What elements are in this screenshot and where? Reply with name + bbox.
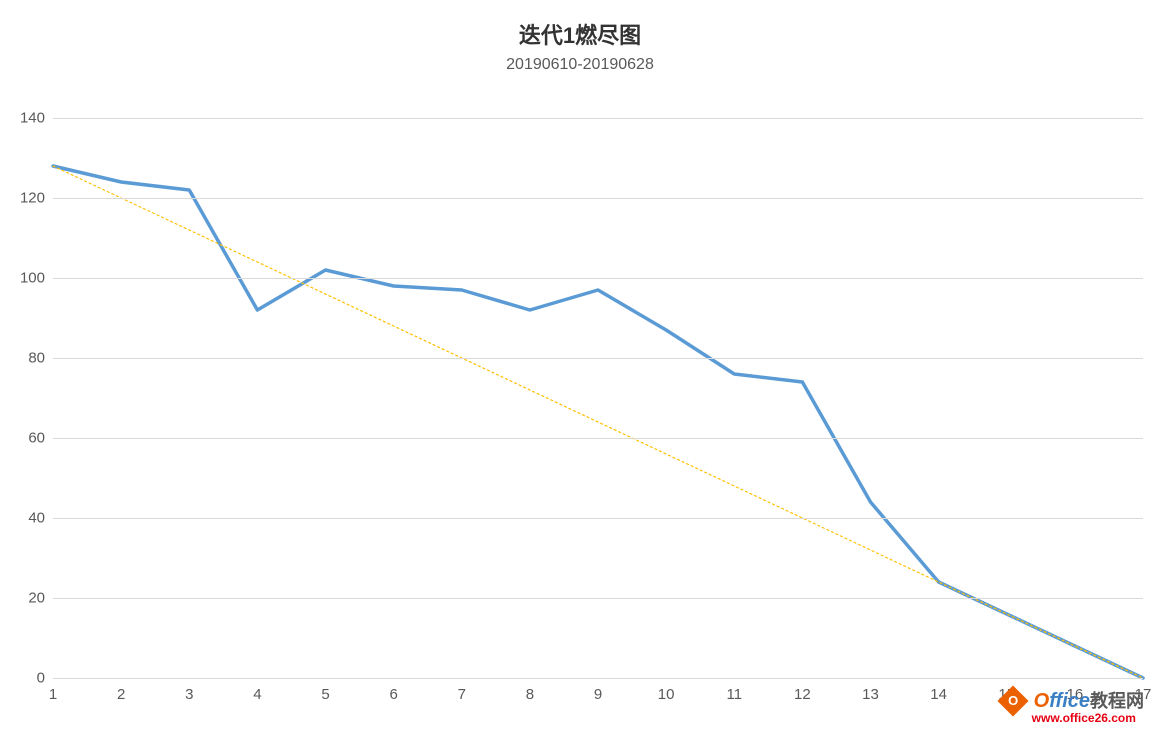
y-tick-label: 20 xyxy=(28,590,53,607)
x-tick-label: 14 xyxy=(930,678,947,703)
x-tick-label: 3 xyxy=(185,678,193,703)
watermark: O Office教程网 www.office26.com xyxy=(1002,690,1144,725)
watermark-brand: Office教程网 xyxy=(1034,691,1144,712)
x-tick-label: 7 xyxy=(458,678,466,703)
x-tick-label: 10 xyxy=(658,678,675,703)
gridline xyxy=(53,438,1143,439)
y-tick-label: 40 xyxy=(28,510,53,527)
x-tick-label: 1 xyxy=(49,678,57,703)
y-tick-label: 80 xyxy=(28,350,53,367)
gridline xyxy=(53,278,1143,279)
x-tick-label: 8 xyxy=(526,678,534,703)
gridline xyxy=(53,358,1143,359)
watermark-logo-icon: O xyxy=(997,686,1028,717)
x-tick-label: 6 xyxy=(389,678,397,703)
x-tick-label: 11 xyxy=(726,678,742,703)
y-tick-label: 120 xyxy=(20,190,53,207)
x-tick-label: 4 xyxy=(253,678,261,703)
y-tick-label: 100 xyxy=(20,270,53,287)
gridline xyxy=(53,518,1143,519)
y-tick-label: 140 xyxy=(20,110,53,127)
chart-title: 迭代1燃尽图 xyxy=(0,0,1160,50)
x-tick-label: 12 xyxy=(794,678,811,703)
plot-area: 0204060801001201401234567891011121314151… xyxy=(53,118,1143,678)
x-tick-label: 9 xyxy=(594,678,602,703)
gridline xyxy=(53,118,1143,119)
gridline xyxy=(53,198,1143,199)
x-tick-label: 2 xyxy=(117,678,125,703)
x-tick-label: 5 xyxy=(321,678,329,703)
y-tick-label: 60 xyxy=(28,430,53,447)
gridline xyxy=(53,598,1143,599)
chart-svg xyxy=(53,118,1143,678)
watermark-url: www.office26.com xyxy=(1032,712,1144,725)
burndown-chart: 迭代1燃尽图 20190610-20190628 020406080100120… xyxy=(0,0,1160,735)
x-tick-label: 13 xyxy=(862,678,879,703)
chart-subtitle: 20190610-20190628 xyxy=(0,56,1160,74)
